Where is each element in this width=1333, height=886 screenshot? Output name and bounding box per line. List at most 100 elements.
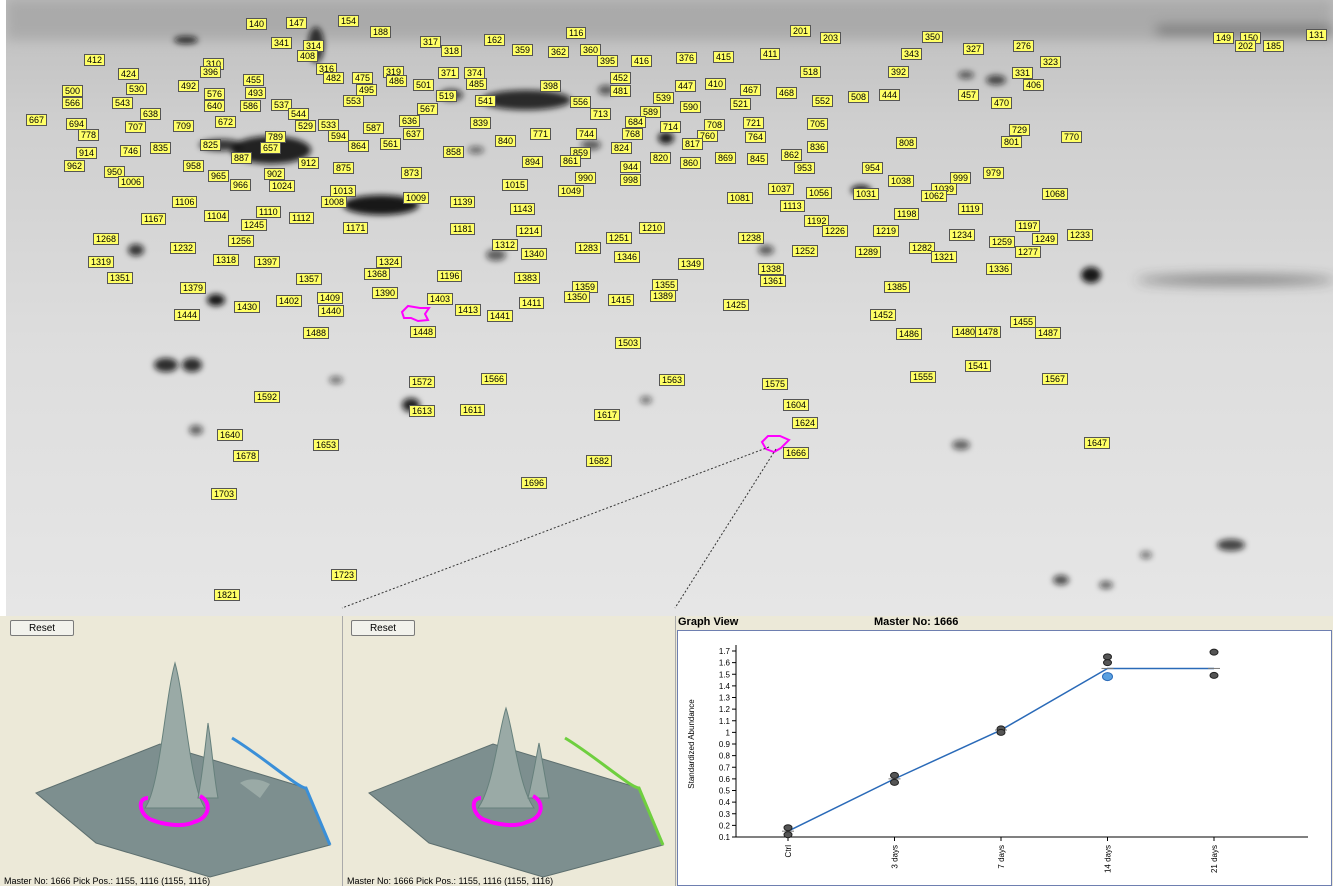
spot-label-887[interactable]: 887: [231, 152, 253, 164]
spot-label-541[interactable]: 541: [475, 95, 497, 107]
spot-label-1312[interactable]: 1312: [492, 239, 519, 251]
spot-label-185[interactable]: 185: [1263, 40, 1285, 52]
spot-label-1368[interactable]: 1368: [364, 268, 391, 280]
spot-label-518[interactable]: 518: [800, 66, 822, 78]
spot-label-1015[interactable]: 1015: [502, 179, 529, 191]
spot-label-530[interactable]: 530: [126, 83, 148, 95]
spot-label-317[interactable]: 317: [420, 36, 442, 48]
spot-label-343[interactable]: 343: [901, 48, 923, 60]
spot-label-408[interactable]: 408: [297, 50, 319, 62]
spot-label-1441[interactable]: 1441: [487, 310, 514, 322]
spot-label-162[interactable]: 162: [484, 34, 506, 46]
spot-label-1009[interactable]: 1009: [403, 192, 430, 204]
spot-label-768[interactable]: 768: [622, 128, 644, 140]
spot-label-714[interactable]: 714: [660, 121, 682, 133]
spot-label-1611[interactable]: 1611: [460, 404, 486, 416]
spot-label-966[interactable]: 966: [230, 179, 252, 191]
spot-label-657[interactable]: 657: [260, 142, 282, 154]
spot-label-1210[interactable]: 1210: [639, 222, 666, 234]
spot-label-873[interactable]: 873: [401, 167, 423, 179]
spot-label-962[interactable]: 962: [64, 160, 86, 172]
spot-label-359[interactable]: 359: [512, 44, 534, 56]
spot-label-1455[interactable]: 1455: [1010, 316, 1037, 328]
spot-label-721[interactable]: 721: [743, 117, 765, 129]
spot-label-998[interactable]: 998: [620, 174, 642, 186]
spot-label-1081[interactable]: 1081: [727, 192, 754, 204]
spot-label-147[interactable]: 147: [286, 17, 308, 29]
spot-label-862[interactable]: 862: [781, 149, 803, 161]
spot-label-1624[interactable]: 1624: [792, 417, 819, 429]
spot-label-705[interactable]: 705: [807, 118, 829, 130]
spot-label-1541[interactable]: 1541: [965, 360, 992, 372]
spot-label-1703[interactable]: 1703: [211, 488, 238, 500]
spot-label-188[interactable]: 188: [370, 26, 392, 38]
spot-label-1452[interactable]: 1452: [870, 309, 897, 321]
spot-label-521[interactable]: 521: [730, 98, 752, 110]
spot-label-1038[interactable]: 1038: [888, 175, 915, 187]
spot-label-1167[interactable]: 1167: [141, 213, 167, 225]
spot-label-1563[interactable]: 1563: [659, 374, 686, 386]
spot-3d-view-left[interactable]: Reset Master No: 1666 Pick Pos.: 1155, 1…: [0, 616, 343, 886]
spot-label-561[interactable]: 561: [380, 138, 402, 150]
spot-label-590[interactable]: 590: [680, 101, 702, 113]
spot-label-979[interactable]: 979: [983, 167, 1005, 179]
spot-label-1289[interactable]: 1289: [855, 246, 882, 258]
spot-label-1110[interactable]: 1110: [256, 206, 281, 218]
spot-label-396[interactable]: 396: [200, 66, 222, 78]
spot-label-1349[interactable]: 1349: [678, 258, 705, 270]
spot-label-1062[interactable]: 1062: [921, 190, 948, 202]
spot-label-1104[interactable]: 1104: [204, 210, 230, 222]
spot-label-410[interactable]: 410: [705, 78, 727, 90]
spot-label-637[interactable]: 637: [403, 128, 425, 140]
spot-label-1056[interactable]: 1056: [806, 187, 833, 199]
spot-label-1390[interactable]: 1390: [372, 287, 399, 299]
spot-label-1321[interactable]: 1321: [931, 251, 958, 263]
spot-label-958[interactable]: 958: [183, 160, 205, 172]
spot-label-552[interactable]: 552: [812, 95, 834, 107]
spot-label-1226[interactable]: 1226: [822, 225, 849, 237]
spot-label-544[interactable]: 544: [288, 108, 310, 120]
spot-label-1196[interactable]: 1196: [437, 270, 463, 282]
spot-label-1613[interactable]: 1613: [409, 405, 436, 417]
spot-label-672[interactable]: 672: [215, 116, 237, 128]
spot-label-914[interactable]: 914: [76, 147, 98, 159]
spot-label-667[interactable]: 667: [26, 114, 48, 126]
spot-label-529[interactable]: 529: [295, 120, 317, 132]
spot-label-493[interactable]: 493: [245, 87, 267, 99]
spot-label-1503[interactable]: 1503: [615, 337, 642, 349]
spot-label-492[interactable]: 492: [178, 80, 200, 92]
spot-label-1440[interactable]: 1440: [318, 305, 345, 317]
spot-label-276[interactable]: 276: [1013, 40, 1035, 52]
spot-label-861[interactable]: 861: [560, 155, 582, 167]
spot-label-744[interactable]: 744: [576, 128, 598, 140]
spot-label-1821[interactable]: 1821: [214, 589, 241, 601]
spot-label-1666[interactable]: 1666: [783, 447, 810, 459]
spot-label-395[interactable]: 395: [597, 55, 619, 67]
spot-label-875[interactable]: 875: [333, 162, 355, 174]
spot-label-1486[interactable]: 1486: [896, 328, 923, 340]
spot-label-1192[interactable]: 1192: [804, 215, 830, 227]
spot-label-912[interactable]: 912: [298, 157, 320, 169]
spot-label-864[interactable]: 864: [348, 140, 370, 152]
spot-label-1037[interactable]: 1037: [768, 183, 795, 195]
spot-label-1251[interactable]: 1251: [606, 232, 633, 244]
spot-label-1723[interactable]: 1723: [331, 569, 358, 581]
gel-image-view[interactable]: 140 147 154 188 116 162 201 203 350 327 276 149 150 2…: [6, 0, 1333, 616]
abundance-chart[interactable]: 0.1 0.2 0.3 0.4 0.5 0.6 0.7 0.8 0.9 1 1.1 1.2 1.3 1.4…: [677, 630, 1332, 886]
spot-label-1389[interactable]: 1389: [650, 290, 677, 302]
spot-label-468[interactable]: 468: [776, 87, 798, 99]
spot-label-485[interactable]: 485: [466, 78, 488, 90]
spot-label-771[interactable]: 771: [530, 128, 552, 140]
spot-label-1592[interactable]: 1592: [254, 391, 281, 403]
spot-label-1113[interactable]: 1113: [780, 200, 805, 212]
spot-label-1575[interactable]: 1575: [762, 378, 789, 390]
spot-label-965[interactable]: 965: [208, 170, 230, 182]
spot-label-1413[interactable]: 1413: [455, 304, 482, 316]
spot-label-1006[interactable]: 1006: [118, 176, 145, 188]
spot-label-1143[interactable]: 1143: [510, 203, 536, 215]
spot-label-1256[interactable]: 1256: [228, 235, 255, 247]
spot-label-1283[interactable]: 1283: [575, 242, 602, 254]
spot-label-824[interactable]: 824: [611, 142, 633, 154]
spot-label-1336[interactable]: 1336: [986, 263, 1013, 275]
spot-label-341[interactable]: 341: [271, 37, 293, 49]
